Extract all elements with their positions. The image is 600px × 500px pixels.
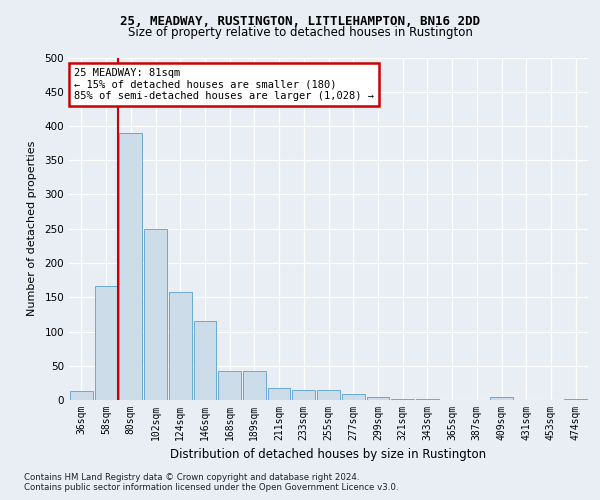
Bar xyxy=(564,398,587,400)
Bar xyxy=(292,390,315,400)
Text: Size of property relative to detached houses in Rustington: Size of property relative to detached ho… xyxy=(128,26,472,39)
Bar xyxy=(194,321,216,400)
Bar xyxy=(144,229,167,400)
Bar xyxy=(218,370,241,400)
Text: Contains HM Land Registry data © Crown copyright and database right 2024.: Contains HM Land Registry data © Crown c… xyxy=(24,472,359,482)
Y-axis label: Number of detached properties: Number of detached properties xyxy=(28,141,37,316)
Text: 25, MEADWAY, RUSTINGTON, LITTLEHAMPTON, BN16 2DD: 25, MEADWAY, RUSTINGTON, LITTLEHAMPTON, … xyxy=(120,15,480,28)
X-axis label: Distribution of detached houses by size in Rustington: Distribution of detached houses by size … xyxy=(170,448,487,462)
Text: 25 MEADWAY: 81sqm
← 15% of detached houses are smaller (180)
85% of semi-detache: 25 MEADWAY: 81sqm ← 15% of detached hous… xyxy=(74,68,374,101)
Bar xyxy=(342,394,365,400)
Bar xyxy=(119,133,142,400)
Bar xyxy=(95,286,118,400)
Bar xyxy=(70,391,93,400)
Bar xyxy=(367,396,389,400)
Bar xyxy=(169,292,191,400)
Bar xyxy=(391,398,414,400)
Bar xyxy=(243,371,266,400)
Bar xyxy=(490,396,513,400)
Bar xyxy=(268,388,290,400)
Text: Contains public sector information licensed under the Open Government Licence v3: Contains public sector information licen… xyxy=(24,484,398,492)
Bar xyxy=(317,390,340,400)
